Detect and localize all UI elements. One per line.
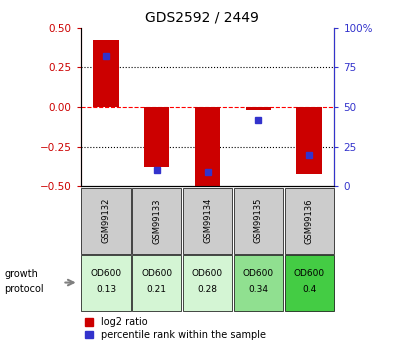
Bar: [93, 40, 118, 107]
Text: GSM99133: GSM99133: [152, 198, 161, 244]
Text: OD600: OD600: [192, 269, 223, 278]
Text: 0.21: 0.21: [147, 285, 167, 294]
Text: GSM99135: GSM99135: [254, 198, 263, 244]
Text: OD600: OD600: [90, 269, 122, 278]
Text: GSM99136: GSM99136: [305, 198, 314, 244]
Text: 0.13: 0.13: [96, 285, 116, 294]
Text: growth: growth: [4, 269, 38, 279]
Text: 0.4: 0.4: [302, 285, 316, 294]
Bar: [246, 107, 271, 110]
Text: OD600: OD600: [243, 269, 274, 278]
Text: protocol: protocol: [4, 285, 44, 294]
Text: 0.28: 0.28: [197, 285, 218, 294]
Text: 0.34: 0.34: [248, 285, 268, 294]
Text: GDS2592 / 2449: GDS2592 / 2449: [145, 10, 258, 24]
Text: GSM99134: GSM99134: [203, 198, 212, 244]
Text: OD600: OD600: [293, 269, 325, 278]
Bar: [195, 107, 220, 189]
Bar: [296, 107, 322, 174]
Legend: log2 ratio, percentile rank within the sample: log2 ratio, percentile rank within the s…: [85, 317, 266, 340]
Text: OD600: OD600: [141, 269, 172, 278]
Text: GSM99132: GSM99132: [102, 198, 110, 244]
Bar: [144, 107, 169, 167]
